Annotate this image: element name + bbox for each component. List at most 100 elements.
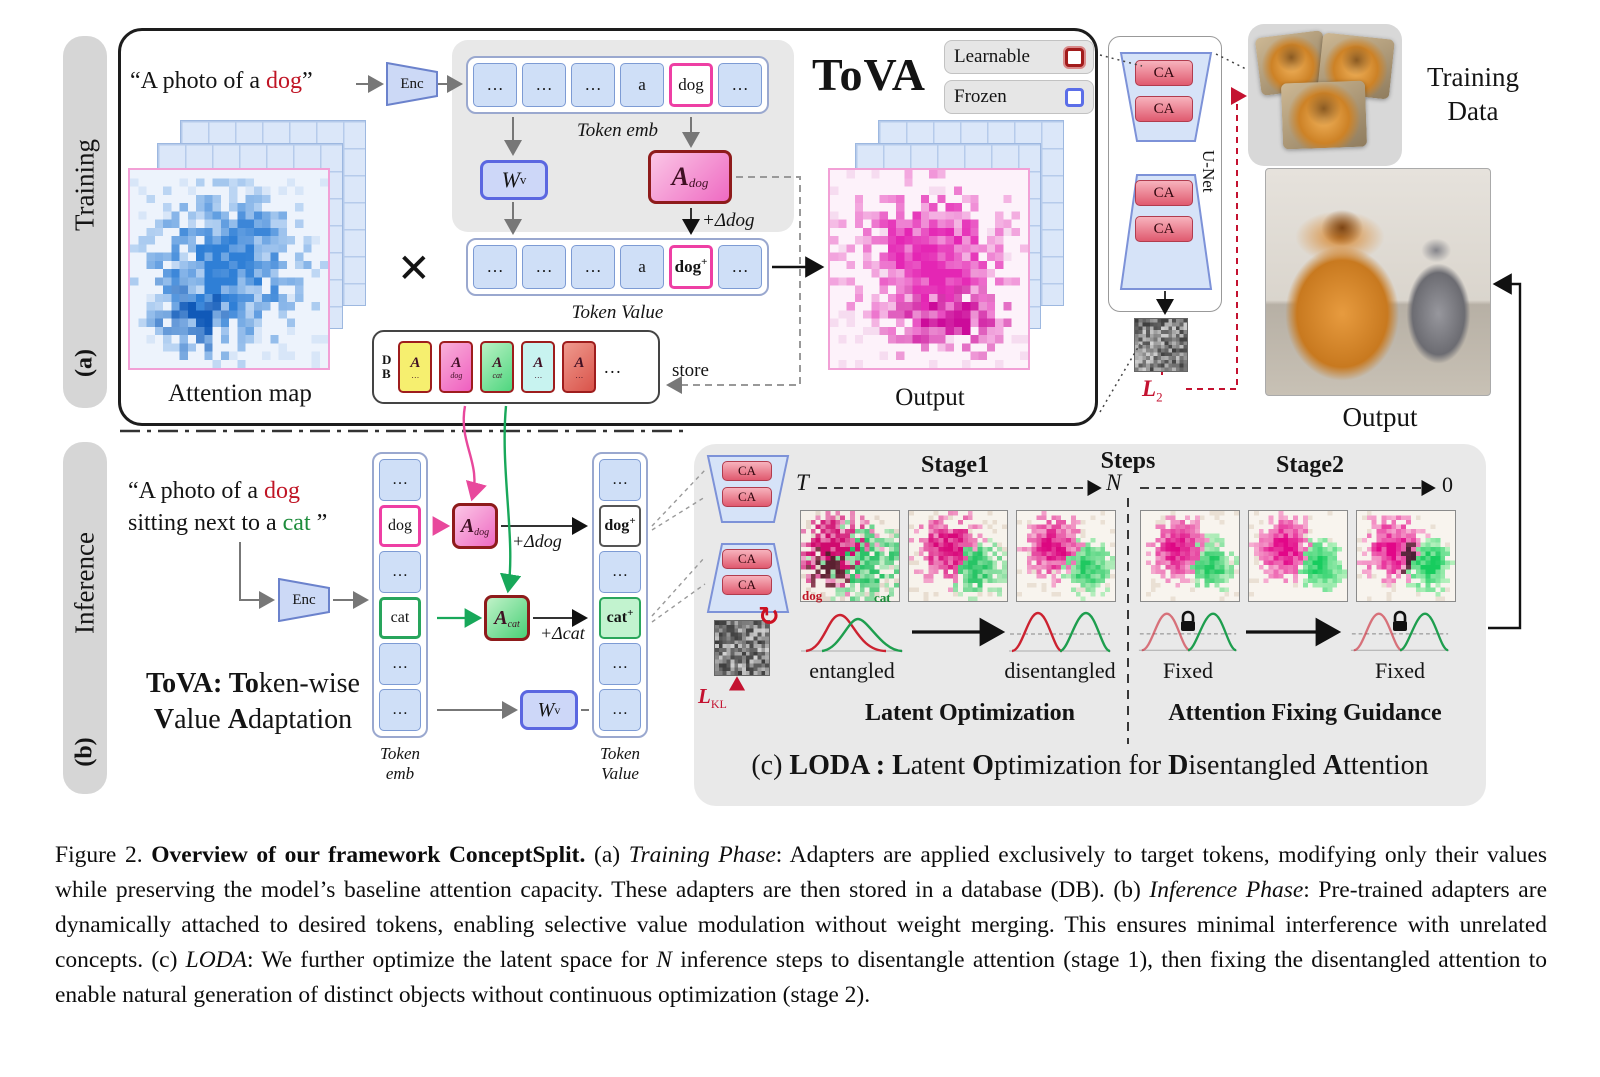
output-map-label: Output — [895, 384, 965, 411]
training-panel-box — [118, 28, 1098, 426]
latent-optimization-label: Latent Optimization — [865, 700, 1075, 726]
token-value-cell: … — [473, 245, 517, 289]
arrow-loda-to-output-photo — [1488, 273, 1522, 630]
output-photo-label: Output — [1342, 402, 1418, 432]
curve-db-to-adapter-cat — [499, 405, 522, 594]
db-chip: A… — [562, 341, 597, 393]
delta-cat-label-b: +Δcat — [540, 623, 585, 643]
adapter-dog-glyph: A — [460, 514, 475, 537]
frozen-swatch-icon — [1065, 87, 1084, 107]
token-cell-dog: dog — [379, 505, 421, 547]
output-photo — [1265, 168, 1491, 396]
multiply-symbol: × — [398, 237, 430, 299]
token-value-cell-dog-plus: dog + — [669, 245, 713, 289]
timeline-zero-label: 0 — [1442, 472, 1453, 497]
adapter-cat-box-b: A cat — [484, 595, 530, 641]
token-cell: … — [522, 63, 566, 107]
token-emb-caption: Token emb — [576, 120, 659, 141]
token-value-cell: … — [599, 689, 641, 731]
attention-map-label: Attention map — [168, 380, 312, 407]
panel-a-title: Training — [69, 138, 100, 231]
tova-title: ToVA — [812, 49, 926, 100]
token-value-caption: Token Value — [571, 302, 664, 323]
prompt-b-line1: “A photo of a dog — [128, 478, 300, 504]
token-cell-cat: cat — [379, 597, 421, 639]
panel-a-pill: Training (a) — [63, 36, 107, 408]
token-value-cell-a: a — [620, 245, 664, 289]
ca-block: CA — [1135, 96, 1193, 122]
adapter-dog-glyph: A — [671, 162, 689, 191]
stage-image-1 — [800, 510, 900, 602]
arrow-prompt-to-enc-b — [239, 542, 275, 609]
ca-block: CA — [722, 549, 772, 569]
db-chip: A… — [398, 341, 433, 393]
training-photo — [1280, 80, 1368, 150]
lkl-loss-label: LKL — [698, 684, 727, 712]
wv-sup: v — [519, 172, 527, 187]
token-value-cell-cat-plus: cat + — [599, 597, 641, 639]
token-value-cell: … — [599, 551, 641, 593]
stage-image-2 — [908, 510, 1008, 602]
stage1-label: Stage1 — [921, 452, 989, 478]
fixed-label-right: Fixed — [1374, 658, 1426, 683]
cat-curve-label: cat — [874, 590, 891, 605]
panel-a-id: (a) — [71, 349, 98, 378]
disentangled-curves-icon — [1009, 611, 1111, 653]
token-value-cell: … — [718, 245, 762, 289]
token-cell: … — [379, 459, 421, 501]
stage-image-6 — [1356, 510, 1456, 602]
lock-icon — [1176, 610, 1200, 639]
attention-map-canvas — [128, 168, 330, 370]
token-cell: … — [571, 63, 615, 107]
entangled-curves-icon — [801, 613, 903, 653]
learnable-swatch-icon — [1065, 47, 1084, 67]
token-value-caption-b2: Value — [601, 764, 639, 783]
disentangled-label: disentangled — [1004, 658, 1116, 683]
timeline-t-label: T — [796, 470, 809, 495]
token-value-caption-b1: Token — [600, 744, 640, 763]
ca-block: CA — [1135, 216, 1193, 242]
panel-b-pill: Inference (b) — [63, 442, 107, 794]
token-emb-caption-b2: emb — [385, 764, 415, 783]
unet-label: U-Net — [1199, 150, 1218, 193]
fixed-curves-right-icon — [1350, 612, 1450, 652]
training-data-label-1: Training — [1426, 62, 1520, 92]
encoder-a: Enc — [386, 61, 438, 107]
refresh-icon: ↻ — [758, 602, 780, 632]
adapter-dog-sub: dog — [688, 175, 709, 190]
entangled-label: entangled — [809, 658, 895, 683]
prompt-b-line2: sitting next to a cat ” — [128, 510, 328, 536]
output-map-canvas — [828, 168, 1030, 370]
token-cell: … — [379, 551, 421, 593]
token-value-cell: … — [522, 245, 566, 289]
db-chip: A… — [521, 341, 556, 393]
legend-frozen: Frozen — [944, 80, 1094, 114]
adapter-cat-sub: cat — [507, 618, 520, 630]
adapter-cat-glyph: A — [494, 606, 508, 629]
token-cell-a: a — [620, 63, 664, 107]
token-value-cell: … — [571, 245, 615, 289]
adapter-dog-box-b: A dog — [452, 503, 498, 549]
ca-block: CA — [722, 487, 772, 507]
attention-fixing-label: Attention Fixing Guidance — [1168, 700, 1442, 726]
adapter-dog-box-a: A dog — [648, 150, 732, 204]
token-cell: … — [379, 643, 421, 685]
l2-loss-label: L2 — [1142, 376, 1163, 405]
fixed-curves-left-icon — [1138, 612, 1238, 652]
token-emb-column: … dog … cat … … — [372, 452, 428, 738]
encoder-trapezoid-icon — [278, 577, 330, 623]
token-cell-dog: dog — [669, 63, 713, 107]
fixed-label-left: Fixed — [1162, 658, 1214, 683]
adapter-dog-sub: dog — [474, 526, 490, 538]
encoder-a-label: Enc — [400, 75, 424, 92]
db-more: … — [603, 356, 622, 377]
token-emb-row: … … … a dog … — [466, 56, 769, 114]
token-value-row: … … … a dog + … — [466, 238, 769, 296]
steps-label: Steps — [1100, 448, 1156, 474]
encoder-b-label: Enc — [292, 591, 316, 608]
